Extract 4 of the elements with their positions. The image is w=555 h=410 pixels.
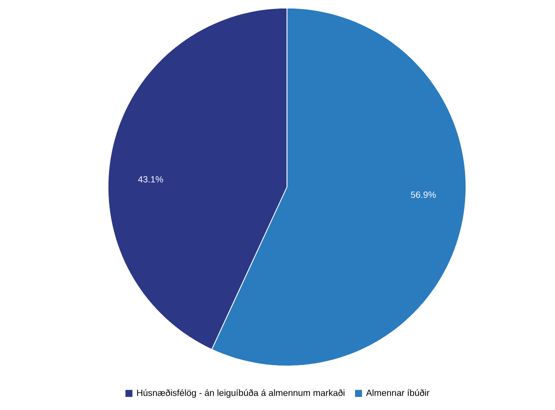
legend-label: Almennar íbúðir xyxy=(366,389,430,396)
data-label: 56.9% xyxy=(410,192,436,198)
legend-label: Húsnæðisfélög - án leiguíbúða á almennum markaði xyxy=(137,389,344,398)
data-label: 43.1% xyxy=(138,176,164,182)
